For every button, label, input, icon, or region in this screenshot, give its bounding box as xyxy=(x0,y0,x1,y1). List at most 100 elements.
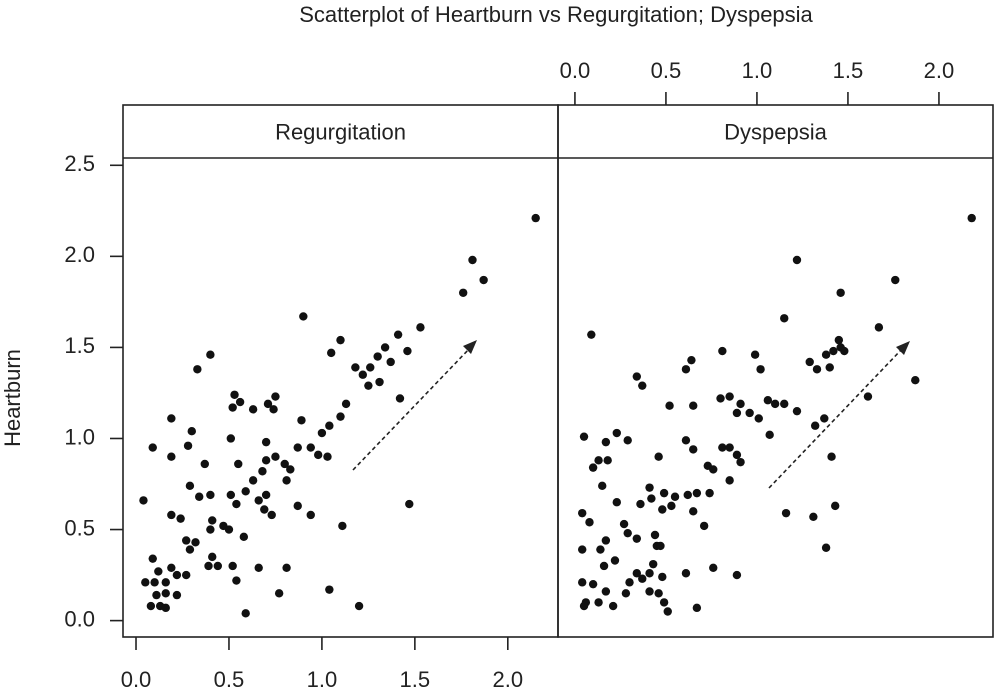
x-tick-label: 1.5 xyxy=(400,667,431,692)
point xyxy=(578,545,587,554)
point xyxy=(280,459,289,469)
point xyxy=(282,476,291,485)
point xyxy=(601,437,611,447)
point xyxy=(599,561,609,571)
point xyxy=(380,343,390,352)
point xyxy=(239,532,249,542)
chart-title: Scatterplot of Heartburn vs Regurgitatio… xyxy=(299,2,813,27)
point xyxy=(228,561,237,571)
point xyxy=(206,525,215,534)
point xyxy=(468,255,477,265)
point xyxy=(167,452,176,461)
point xyxy=(736,457,745,467)
x-tick-label: 1.0 xyxy=(307,667,338,692)
point xyxy=(579,601,589,611)
point xyxy=(623,528,632,538)
point xyxy=(658,505,667,514)
point xyxy=(230,390,239,399)
point xyxy=(579,432,589,441)
point xyxy=(241,487,250,496)
point xyxy=(647,494,656,503)
point xyxy=(260,505,269,514)
point xyxy=(282,563,291,572)
point xyxy=(621,589,631,598)
point xyxy=(241,609,250,618)
x-tick-label: 0.5 xyxy=(214,667,245,692)
point xyxy=(258,467,267,476)
point xyxy=(161,578,170,587)
point xyxy=(665,401,674,410)
point xyxy=(578,578,587,587)
point xyxy=(297,416,306,425)
point xyxy=(416,323,425,332)
point xyxy=(781,508,791,518)
point xyxy=(185,481,195,491)
point xyxy=(232,576,241,585)
point xyxy=(213,561,223,571)
point xyxy=(183,441,193,450)
point xyxy=(226,490,236,500)
point xyxy=(152,590,161,600)
point xyxy=(185,545,195,554)
point xyxy=(654,589,663,598)
point xyxy=(967,213,976,223)
point xyxy=(263,399,273,409)
point xyxy=(891,275,900,285)
point xyxy=(154,567,163,576)
point xyxy=(689,445,698,454)
point xyxy=(531,213,540,223)
point xyxy=(623,436,632,445)
point xyxy=(254,563,263,572)
point xyxy=(206,490,215,500)
point xyxy=(638,574,647,583)
point xyxy=(820,414,829,423)
point xyxy=(812,365,822,374)
point xyxy=(393,330,403,339)
point xyxy=(226,434,236,443)
point xyxy=(765,430,774,440)
x-tick-label: 0.5 xyxy=(651,58,682,83)
point xyxy=(725,476,734,485)
point xyxy=(336,335,345,345)
point xyxy=(293,443,302,452)
point xyxy=(172,570,182,580)
point xyxy=(681,365,691,374)
point xyxy=(770,399,780,409)
point xyxy=(610,556,620,565)
point xyxy=(792,255,802,265)
point xyxy=(834,335,844,345)
panel-frame xyxy=(122,104,559,638)
point xyxy=(167,414,176,423)
point xyxy=(405,499,414,509)
point xyxy=(636,499,645,509)
point xyxy=(373,352,382,361)
point xyxy=(167,510,176,520)
point xyxy=(736,399,745,409)
point xyxy=(161,603,170,613)
point xyxy=(732,408,742,418)
point xyxy=(745,408,754,418)
point xyxy=(648,559,658,569)
x-tick-label: 1.5 xyxy=(833,58,864,83)
point xyxy=(358,370,368,379)
point xyxy=(141,578,150,587)
point xyxy=(200,459,209,469)
point xyxy=(632,534,642,543)
point xyxy=(206,350,215,359)
point xyxy=(146,601,156,611)
point xyxy=(317,428,327,438)
point xyxy=(271,452,280,461)
point xyxy=(658,572,667,582)
point xyxy=(780,399,789,409)
point xyxy=(182,536,191,545)
point xyxy=(601,536,611,545)
point xyxy=(827,452,836,461)
x-tick-label: 2.0 xyxy=(493,667,524,692)
point xyxy=(874,323,884,332)
y-tick-label: 1.5 xyxy=(64,333,95,358)
point xyxy=(638,381,647,390)
point xyxy=(911,375,920,385)
point xyxy=(612,428,621,438)
point xyxy=(689,507,698,516)
point xyxy=(234,459,243,469)
